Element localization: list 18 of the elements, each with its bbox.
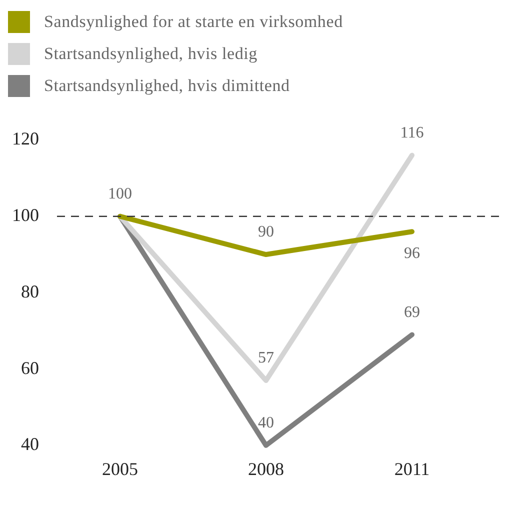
legend-label: Startsandsynlighed, hvis dimittend	[44, 76, 290, 96]
data-label: 100	[108, 186, 132, 203]
x-tick-label: 2011	[394, 458, 430, 479]
y-tick-label: 80	[21, 281, 39, 302]
x-tick-label: 2005	[102, 458, 138, 479]
legend-label: Sandsynlighed for at starte en virksomhed	[44, 12, 343, 32]
y-tick-label: 60	[21, 358, 39, 378]
y-tick-label: 120	[12, 128, 39, 149]
x-tick-label: 2008	[248, 458, 284, 479]
y-tick-label: 100	[12, 205, 39, 226]
data-label: 90	[258, 224, 274, 241]
data-label: 116	[400, 124, 424, 142]
data-label: 96	[404, 244, 420, 262]
data-label: 40	[258, 414, 274, 432]
y-tick-label: 40	[21, 434, 39, 454]
legend-label: Startsandsynlighed, hvis ledig	[44, 44, 258, 64]
data-label: 57	[258, 350, 274, 367]
data-label: 69	[404, 304, 420, 321]
